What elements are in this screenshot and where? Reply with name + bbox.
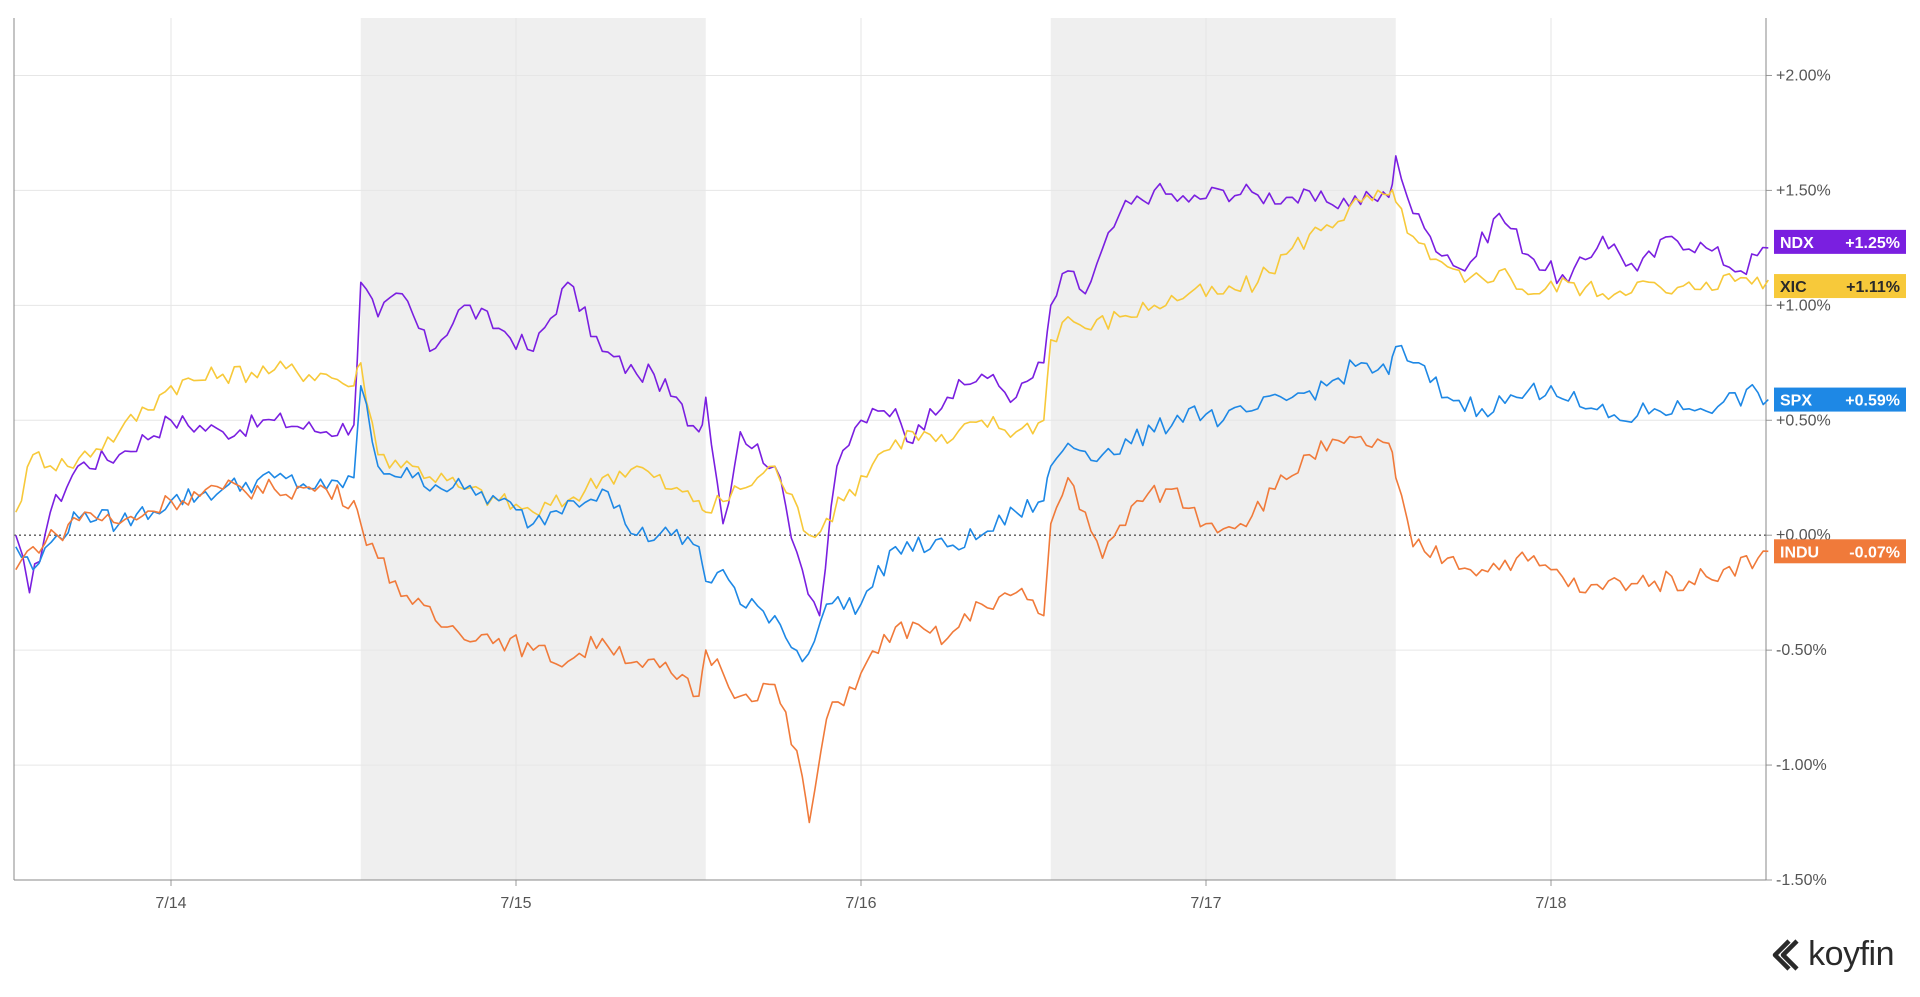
value-label-name: XIC — [1780, 279, 1807, 296]
value-label-indu: INDU -0.07% — [1774, 539, 1906, 564]
y-tick-label: +1.50% — [1776, 182, 1831, 199]
brand-logo: koyfin — [1768, 935, 1894, 974]
value-label-xic: XIC +1.11% — [1774, 274, 1906, 299]
x-tick-label: 7/15 — [500, 895, 531, 912]
x-tick-label: 7/14 — [155, 895, 186, 912]
brand-name: koyfin — [1808, 935, 1894, 973]
y-tick-label: -1.00% — [1776, 757, 1827, 774]
series-line-ndx — [15, 155, 1769, 617]
y-tick-label: +0.50% — [1776, 412, 1831, 429]
value-label-value: -0.07% — [1849, 544, 1900, 561]
value-label-box — [1774, 229, 1906, 254]
value-label-name: NDX — [1780, 235, 1814, 252]
y-tick-label: +1.00% — [1776, 297, 1831, 314]
axes: +2.00%+1.50%+1.00%+0.50%+0.00%-0.50%-1.0… — [13, 18, 1831, 912]
value-label-box — [1774, 387, 1906, 412]
value-label-spx: SPX +0.59% — [1774, 387, 1906, 412]
value-label-name: SPX — [1780, 393, 1812, 410]
value-label-value: +0.59% — [1845, 393, 1900, 410]
value-label-box — [1774, 539, 1906, 564]
session-shade-0 — [360, 18, 706, 880]
series-line-indu — [15, 435, 1769, 824]
y-tick-label: -0.50% — [1776, 642, 1827, 659]
series-line-xic — [15, 188, 1769, 539]
value-label-value: +1.25% — [1845, 235, 1900, 252]
y-tick-label: +2.00% — [1776, 67, 1831, 84]
series-value-labels: NDX +1.25% XIC +1.11% SPX +0.59% INDU -0.07% — [1774, 229, 1906, 564]
x-tick-label: 7/17 — [1190, 895, 1221, 912]
session-shading — [360, 18, 1396, 880]
x-tick-label: 7/16 — [845, 895, 876, 912]
value-label-box — [1774, 274, 1906, 299]
value-label-value: +1.11% — [1846, 279, 1900, 296]
y-tick-label: -1.50% — [1776, 872, 1827, 889]
koyfin-logo-icon — [1772, 938, 1799, 971]
value-label-name: INDU — [1780, 544, 1819, 561]
series-lines — [15, 155, 1769, 824]
session-shade-1 — [1050, 18, 1396, 880]
series-line-spx — [15, 344, 1769, 663]
value-label-ndx: NDX +1.25% — [1774, 229, 1906, 254]
x-tick-label: 7/18 — [1535, 895, 1566, 912]
